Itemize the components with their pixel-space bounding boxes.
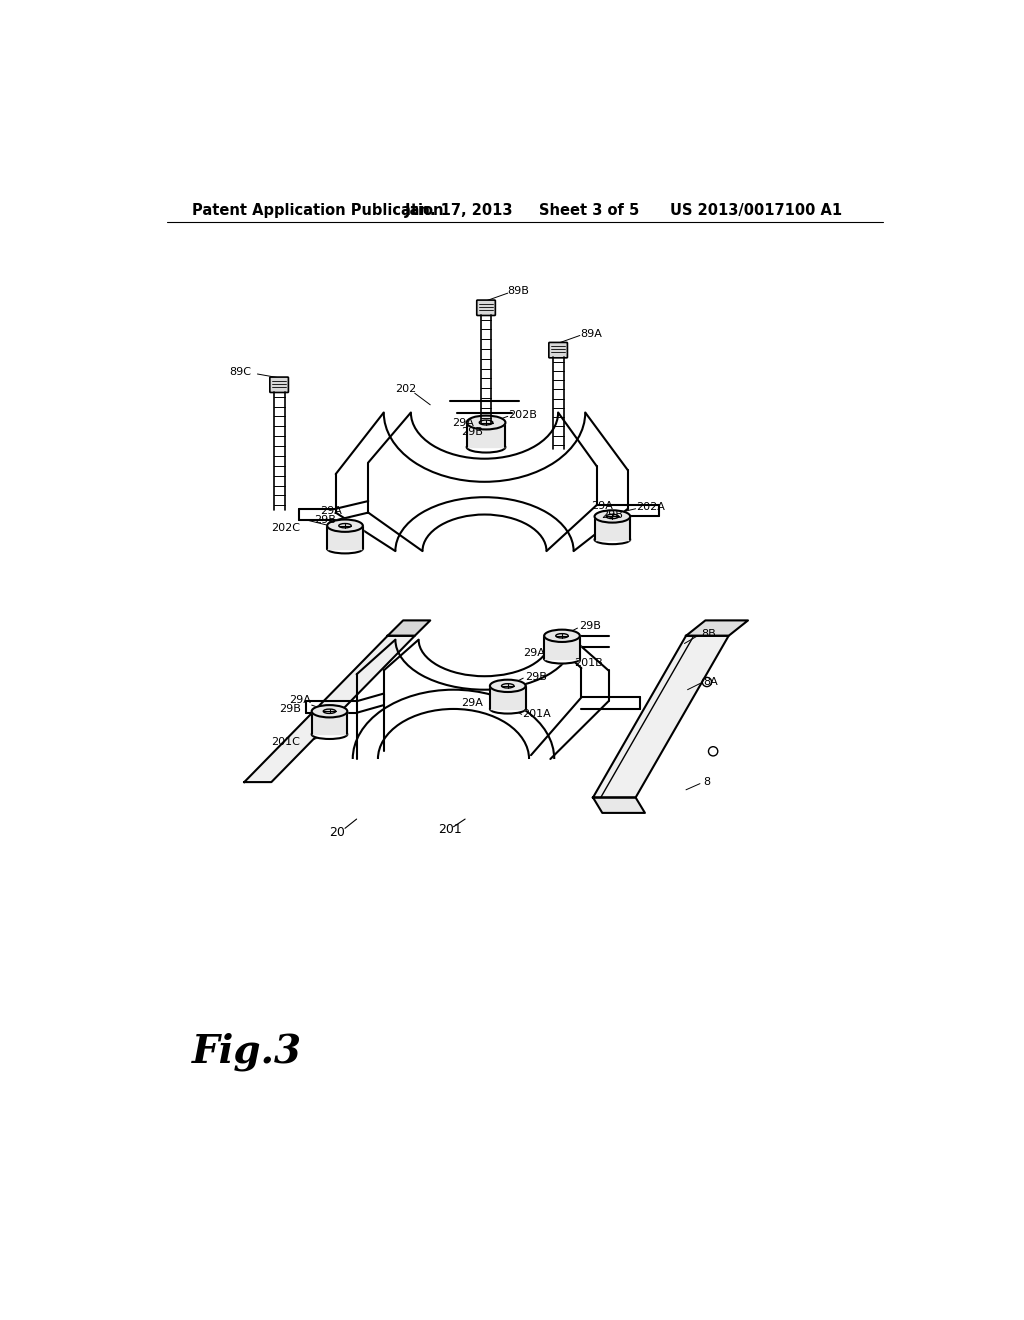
Text: 29B: 29B bbox=[579, 620, 601, 631]
Text: 89A: 89A bbox=[581, 329, 602, 339]
Text: 20: 20 bbox=[330, 826, 345, 840]
Ellipse shape bbox=[311, 730, 347, 739]
Text: 29B: 29B bbox=[280, 704, 301, 714]
Text: 89B: 89B bbox=[508, 286, 529, 296]
Text: 29B: 29B bbox=[314, 515, 336, 525]
Polygon shape bbox=[544, 636, 580, 659]
FancyBboxPatch shape bbox=[549, 342, 567, 358]
Text: 8B: 8B bbox=[701, 630, 716, 639]
Ellipse shape bbox=[595, 511, 630, 523]
Text: Sheet 3 of 5: Sheet 3 of 5 bbox=[539, 203, 639, 218]
Text: 29B: 29B bbox=[461, 426, 483, 437]
Polygon shape bbox=[593, 636, 729, 797]
Text: 202B: 202B bbox=[509, 409, 538, 420]
Text: 201C: 201C bbox=[271, 737, 300, 747]
Ellipse shape bbox=[489, 705, 525, 714]
Polygon shape bbox=[467, 422, 506, 447]
Text: 201A: 201A bbox=[522, 709, 551, 719]
Ellipse shape bbox=[595, 535, 630, 544]
Text: Fig.3: Fig.3 bbox=[191, 1032, 301, 1071]
Polygon shape bbox=[593, 797, 645, 813]
Text: US 2013/0017100 A1: US 2013/0017100 A1 bbox=[671, 203, 843, 218]
Ellipse shape bbox=[467, 442, 506, 453]
Text: 202C: 202C bbox=[271, 523, 300, 533]
Text: 8A: 8A bbox=[703, 677, 718, 686]
Text: 29A: 29A bbox=[461, 698, 483, 708]
Ellipse shape bbox=[544, 655, 580, 664]
Text: 29B: 29B bbox=[524, 672, 547, 681]
Text: 29A: 29A bbox=[321, 506, 342, 516]
Text: 29A: 29A bbox=[452, 417, 474, 428]
Polygon shape bbox=[311, 711, 347, 734]
Polygon shape bbox=[388, 620, 430, 636]
Text: 29A: 29A bbox=[289, 694, 311, 705]
Ellipse shape bbox=[544, 630, 580, 642]
Text: 89C: 89C bbox=[228, 367, 251, 378]
Text: 29A: 29A bbox=[523, 648, 545, 657]
Text: 201B: 201B bbox=[574, 657, 603, 668]
Polygon shape bbox=[245, 636, 415, 781]
Ellipse shape bbox=[489, 680, 525, 692]
Text: 202: 202 bbox=[395, 384, 417, 395]
Text: 202A: 202A bbox=[636, 502, 666, 512]
Ellipse shape bbox=[328, 520, 362, 532]
Text: 29A: 29A bbox=[591, 502, 612, 511]
Text: Patent Application Publication: Patent Application Publication bbox=[191, 203, 443, 218]
Ellipse shape bbox=[311, 705, 347, 718]
Polygon shape bbox=[489, 686, 525, 709]
Polygon shape bbox=[328, 525, 362, 549]
Polygon shape bbox=[686, 620, 748, 636]
Text: Jan. 17, 2013: Jan. 17, 2013 bbox=[404, 203, 513, 218]
Polygon shape bbox=[595, 516, 630, 540]
Text: 8: 8 bbox=[703, 777, 711, 787]
Ellipse shape bbox=[328, 544, 362, 553]
Text: 201: 201 bbox=[438, 824, 462, 837]
Ellipse shape bbox=[467, 416, 506, 429]
FancyBboxPatch shape bbox=[477, 300, 496, 315]
Text: 29B: 29B bbox=[601, 510, 623, 520]
FancyBboxPatch shape bbox=[270, 378, 289, 392]
